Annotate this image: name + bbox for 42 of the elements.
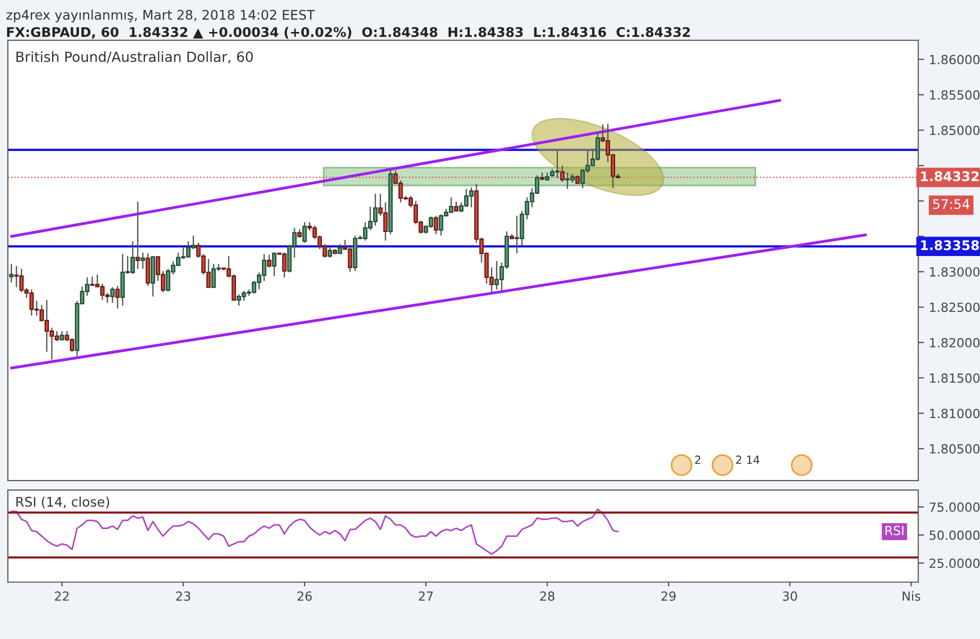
y-tick-label: 1.82000 <box>930 338 980 348</box>
x-tick-label: 23 <box>176 591 190 601</box>
chart-title: RSI (14, close) <box>16 496 110 508</box>
x-tick-label: 27 <box>418 591 433 601</box>
x-tick-label: 30 <box>782 591 797 601</box>
y-tick-label: 1.80500 <box>930 444 980 454</box>
x-tick-label: 29 <box>662 591 676 601</box>
ref-line-label: 1.84332 <box>921 171 979 182</box>
y-tick-label: 1.85000 <box>930 126 980 136</box>
text: FX:GBPAUD, 60 1.84332 ▲ +0.00034 (+0.02%) O:1.84348 H:1.84383 L:1.84316 C:1.84332 <box>7 26 690 39</box>
candlestick <box>560 164 565 182</box>
x-tick-label: 22 <box>54 591 69 601</box>
y-tick-label: 1.82500 <box>930 302 980 312</box>
text: British Pound/Australian Dollar, 60 <box>16 51 253 64</box>
annotation: 2 14 <box>736 456 760 464</box>
candlestick <box>272 252 276 277</box>
y-tick-label: 1.81000 <box>930 408 980 418</box>
y-tick-label: 1.86000 <box>930 54 980 64</box>
annotation: 2 <box>695 456 700 464</box>
y-tick-label: 1.85500 <box>930 90 980 100</box>
candlestick <box>110 286 115 304</box>
y-tick-label: 1.83000 <box>930 267 980 277</box>
y-tick-label: 50.0000 <box>930 530 980 540</box>
candlestick <box>136 201 140 270</box>
candlestick <box>115 285 120 310</box>
x-tick-label: 28 <box>540 591 554 601</box>
candlestick <box>140 252 146 270</box>
y-tick-label: 75.0000 <box>930 502 980 512</box>
candlestick <box>434 215 438 235</box>
x-tick-label: 26 <box>298 591 312 601</box>
text: 57:54 <box>933 199 970 210</box>
candlestick <box>266 254 272 268</box>
ref-line-label: 1.83358 <box>921 240 979 250</box>
text: zp4rex yayınlanmış, Mart 28, 2018 14:02 EEST <box>6 10 315 22</box>
text: RSI <box>886 526 904 536</box>
line-series <box>10 508 619 555</box>
candlestick <box>302 222 307 244</box>
y-tick-label: 1.81500 <box>930 373 980 383</box>
y-tick-label: 25.0000 <box>930 558 980 568</box>
x-tick-label: Nis <box>902 591 920 601</box>
candlestick <box>60 330 64 341</box>
candlestick <box>328 247 332 258</box>
